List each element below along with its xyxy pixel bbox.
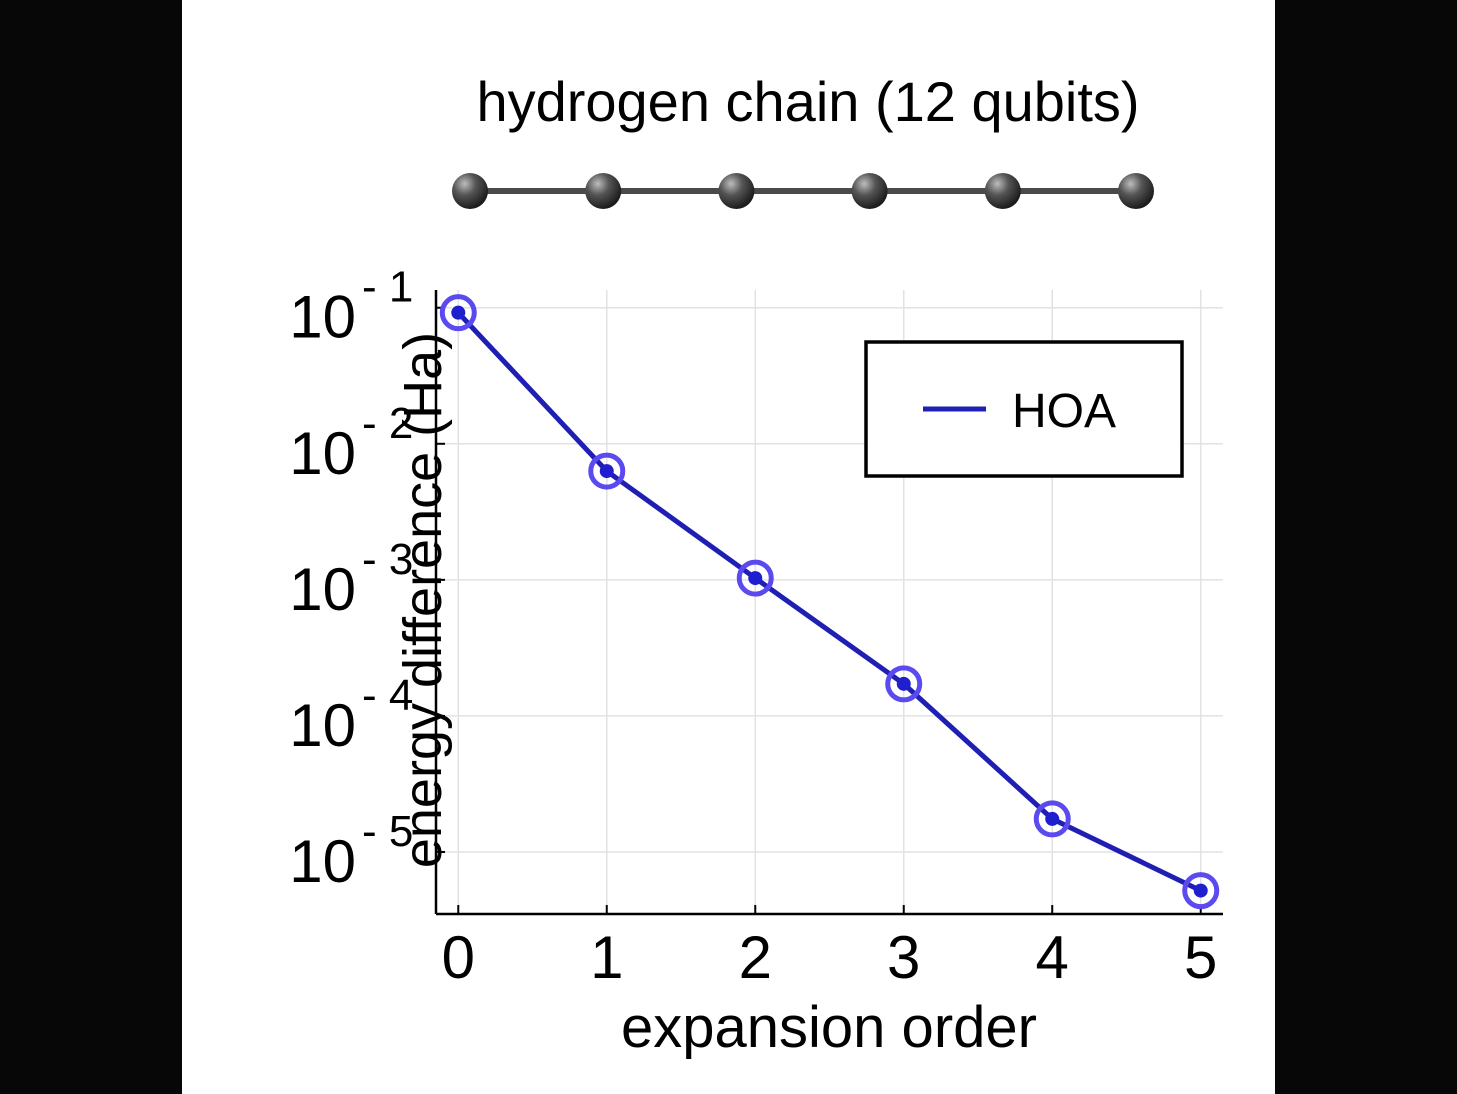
data-point-ring	[885, 665, 923, 703]
y-tick-exponent: - 2	[362, 399, 413, 448]
series-line	[456, 310, 1202, 893]
x-tick-label: 4	[1036, 924, 1069, 991]
x-tick-label: 3	[887, 924, 920, 991]
data-point-ring	[588, 452, 626, 490]
hydrogen-atom	[984, 173, 1021, 209]
y-tick-label: 10	[289, 556, 356, 623]
x-tick-labels: 0 1 2 3 4 5	[442, 905, 1217, 991]
hydrogen-atom	[585, 173, 622, 209]
legend-label-hoa: HOA	[1012, 385, 1116, 438]
data-point	[1045, 811, 1060, 826]
hydrogen-chain-molecule	[452, 173, 1154, 209]
data-point-ring	[736, 559, 774, 597]
molecule-title: hydrogen chain (12 qubits)	[476, 70, 1139, 133]
y-tick-label: 10	[289, 692, 356, 759]
right-dark-panel	[1275, 0, 1457, 1094]
y-tick-labels: 10- 110- 210- 310- 410- 5	[289, 263, 445, 895]
hydrogen-atom	[851, 173, 888, 209]
y-tick-label: 10	[289, 828, 356, 895]
hydrogen-atom	[452, 173, 488, 209]
data-point	[1193, 883, 1208, 898]
figure-canvas: hydrogen chain (12 qubits) 10- 110- 210-…	[289, 70, 1223, 1060]
y-tick-exponent: - 3	[362, 535, 413, 584]
data-point-ring	[1033, 800, 1071, 838]
data-point	[896, 676, 911, 691]
y-tick-exponent: - 4	[362, 671, 413, 720]
legend-box	[864, 340, 1184, 478]
data-point	[748, 571, 763, 586]
legend: HOA	[864, 340, 1184, 478]
hydrogen-atom	[1118, 173, 1154, 209]
figure-slide: hydrogen chain (12 qubits) 10- 1 10- 2 10-…	[182, 0, 1275, 1094]
x-tick-label: 5	[1184, 924, 1217, 991]
data-point	[451, 305, 466, 320]
x-tick-label: 2	[739, 924, 772, 991]
data-point	[599, 464, 614, 479]
x-tick-label: 0	[442, 924, 475, 991]
x-tick-label: 1	[590, 924, 623, 991]
x-axis-label: expansion order	[621, 995, 1037, 1060]
y-tick-exponent: - 5	[362, 807, 413, 856]
series-hoa	[439, 294, 1220, 910]
y-tick-label: 10	[289, 420, 356, 487]
plot-axes	[434, 290, 1223, 916]
y-axis-label: energy difference (Ha)	[393, 332, 453, 868]
data-point-ring	[1182, 872, 1220, 910]
y-tick-exponent: - 1	[362, 263, 413, 312]
hydrogen-atom	[718, 173, 755, 209]
y-tick-label: 10	[289, 284, 356, 351]
data-point-ring	[439, 294, 477, 332]
left-dark-panel	[0, 0, 182, 1094]
